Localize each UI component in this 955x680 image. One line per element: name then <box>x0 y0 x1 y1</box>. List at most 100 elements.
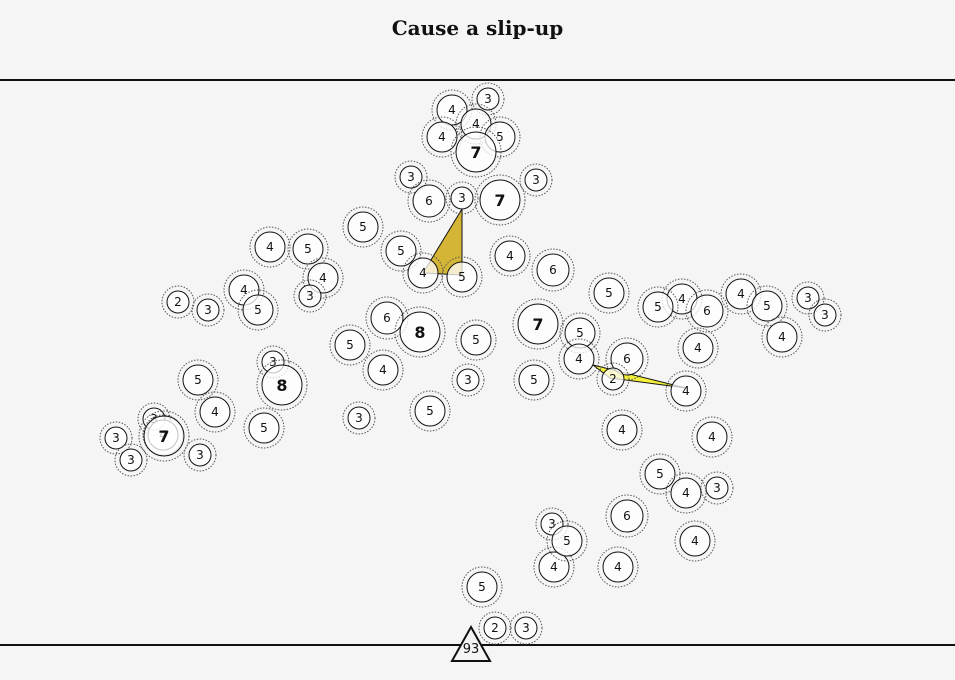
node-16[interactable]: 5 <box>380 230 422 272</box>
node-circle[interactable] <box>307 262 339 294</box>
node-33[interactable]: 6 <box>605 337 649 381</box>
node-circle[interactable] <box>254 231 286 263</box>
node-circle[interactable] <box>670 477 702 509</box>
node-circle[interactable] <box>456 368 480 392</box>
node-18[interactable]: 6 <box>531 248 575 292</box>
node-42[interactable]: 5 <box>746 285 788 327</box>
node-55[interactable]: 4 <box>691 416 733 458</box>
node-38[interactable]: 3 <box>451 363 485 397</box>
node-60[interactable]: 3 <box>99 421 133 455</box>
node-circle[interactable] <box>166 290 190 314</box>
node-24[interactable]: 5 <box>237 289 279 331</box>
node-53[interactable]: 2 <box>596 362 630 396</box>
node-circle[interactable] <box>399 165 423 189</box>
node-circle[interactable] <box>385 235 417 267</box>
node-62[interactable]: 3 <box>114 443 148 477</box>
node-circle[interactable] <box>644 458 676 490</box>
node-75[interactable]: 5 <box>461 566 503 608</box>
node-45[interactable]: 5 <box>177 359 219 401</box>
node-circle[interactable] <box>476 87 500 111</box>
node-11[interactable]: 7 <box>474 174 526 226</box>
node-14[interactable]: 5 <box>287 228 329 270</box>
node-10[interactable]: 3 <box>445 181 479 215</box>
node-circle[interactable] <box>334 329 366 361</box>
node-74[interactable]: 4 <box>597 546 639 588</box>
node-circle[interactable] <box>601 367 625 391</box>
node-circle[interactable] <box>751 290 783 322</box>
node-20[interactable]: 3 <box>293 279 327 313</box>
node-27[interactable]: 8 <box>394 306 446 358</box>
node-circle[interactable] <box>407 257 439 289</box>
node-22[interactable]: 3 <box>191 293 225 327</box>
node-circle[interactable] <box>725 278 757 310</box>
node-35[interactable]: 5 <box>588 272 630 314</box>
node-21[interactable]: 2 <box>161 285 195 319</box>
node-6[interactable]: 7 <box>450 126 502 178</box>
node-circle[interactable] <box>455 131 497 173</box>
node-59[interactable]: 3 <box>808 298 842 332</box>
node-circle[interactable] <box>242 294 274 326</box>
node-circle[interactable] <box>196 298 220 322</box>
node-40[interactable]: 4 <box>677 327 719 369</box>
node-circle[interactable] <box>479 179 521 221</box>
node-circle[interactable] <box>182 364 214 396</box>
node-circle[interactable] <box>412 184 446 218</box>
node-circle[interactable] <box>536 253 570 287</box>
node-circle[interactable] <box>670 375 702 407</box>
node-circle[interactable] <box>483 616 507 640</box>
node-32[interactable]: 4 <box>362 349 404 391</box>
node-circle[interactable] <box>188 443 212 467</box>
node-71[interactable]: 5 <box>546 520 588 562</box>
node-circle[interactable] <box>446 261 478 293</box>
node-circle[interactable] <box>690 294 724 328</box>
node-29[interactable]: 7 <box>512 298 564 350</box>
node-circle[interactable] <box>606 414 638 446</box>
node-circle[interactable] <box>367 354 399 386</box>
node-39[interactable]: 4 <box>665 370 707 412</box>
node-circle[interactable] <box>298 284 322 308</box>
node-13[interactable]: 4 <box>249 226 291 268</box>
node-circle[interactable] <box>119 448 143 472</box>
node-34[interactable]: 4 <box>558 338 600 380</box>
node-circle[interactable] <box>593 277 625 309</box>
node-47[interactable]: 5 <box>513 359 555 401</box>
node-circle[interactable] <box>370 301 404 335</box>
node-circle[interactable] <box>199 396 231 428</box>
node-circle[interactable] <box>399 311 441 353</box>
node-9[interactable]: 6 <box>407 179 451 223</box>
node-25[interactable]: 5 <box>441 256 483 298</box>
node-circle[interactable] <box>414 395 446 427</box>
node-5[interactable]: 4 <box>421 116 463 158</box>
node-17[interactable]: 4 <box>489 235 531 277</box>
node-circle[interactable] <box>602 551 634 583</box>
node-70[interactable]: 4 <box>533 546 575 588</box>
node-44[interactable]: 8 <box>256 359 308 411</box>
node-circle[interactable] <box>682 332 714 364</box>
node-72[interactable]: 2 <box>478 611 512 645</box>
node-circle[interactable] <box>766 321 798 353</box>
node-68[interactable]: 4 <box>665 472 707 514</box>
node-circle[interactable] <box>610 499 644 533</box>
node-circle[interactable] <box>813 303 837 327</box>
node-circle[interactable] <box>518 364 550 396</box>
node-circle[interactable] <box>696 421 728 453</box>
node-circle[interactable] <box>466 571 498 603</box>
node-52[interactable]: 4 <box>761 316 803 358</box>
node-69[interactable]: 4 <box>674 520 716 562</box>
node-circle[interactable] <box>347 406 371 430</box>
node-28[interactable]: 5 <box>329 324 371 366</box>
node-46[interactable]: 4 <box>194 391 236 433</box>
node-73[interactable]: 3 <box>509 611 543 645</box>
node-49[interactable]: 3 <box>342 401 376 435</box>
node-circle[interactable] <box>248 412 280 444</box>
node-50[interactable]: 5 <box>409 390 451 432</box>
node-circle[interactable] <box>705 476 729 500</box>
node-circle[interactable] <box>494 240 526 272</box>
node-63[interactable]: 3 <box>183 438 217 472</box>
node-41[interactable]: 4 <box>720 273 762 315</box>
node-circle[interactable] <box>450 186 474 210</box>
node-51[interactable]: 6 <box>685 289 729 333</box>
node-circle[interactable] <box>642 291 674 323</box>
node-circle[interactable] <box>460 324 492 356</box>
node-8[interactable]: 3 <box>519 163 553 197</box>
